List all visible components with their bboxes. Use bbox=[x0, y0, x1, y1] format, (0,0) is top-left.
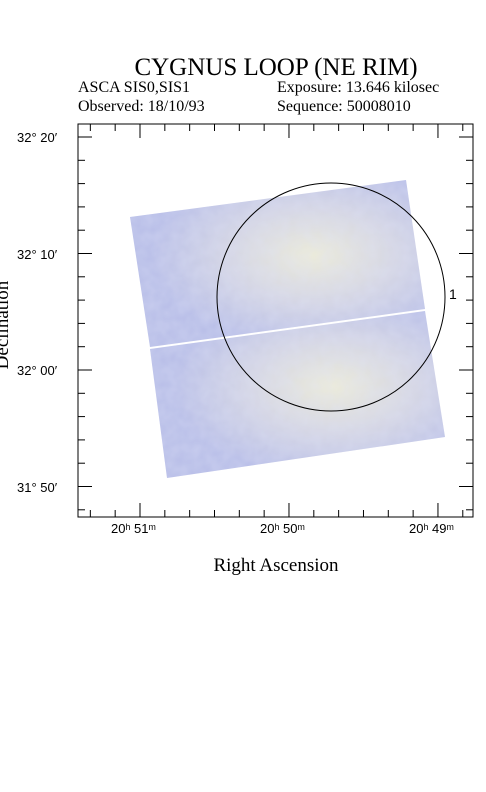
x-tick-label: 20ʰ 49ᵐ bbox=[409, 521, 454, 536]
instrument-label: ASCA SIS0,SIS1 bbox=[78, 79, 191, 96]
plot-frame bbox=[77, 123, 474, 518]
y-tick-label: 32° 00′ bbox=[17, 363, 58, 378]
x-axis-label: Right Ascension bbox=[213, 555, 339, 576]
axis-ticks bbox=[78, 124, 473, 517]
x-tick-label: 20ʰ 51ᵐ bbox=[111, 521, 156, 536]
x-tick-label: 20ʰ 50ᵐ bbox=[260, 521, 305, 536]
observed-label: Observed: 18/10/93 bbox=[78, 98, 205, 115]
y-tick-label: 32° 10′ bbox=[17, 247, 58, 262]
sequence-label: Sequence: 50008010 bbox=[277, 98, 411, 115]
detector-image-lower bbox=[150, 311, 445, 478]
y-tick-label: 32° 20′ bbox=[17, 130, 58, 145]
exposure-label: Exposure: 13.646 kilosec bbox=[277, 79, 440, 96]
y-tick-label: 31° 50′ bbox=[17, 480, 58, 495]
y-axis-label: Declination bbox=[0, 280, 13, 370]
region-label: 1 bbox=[449, 286, 457, 302]
region-circle bbox=[216, 182, 446, 412]
detector-image-upper bbox=[130, 180, 425, 347]
page-title: CYGNUS LOOP (NE RIM) bbox=[134, 54, 418, 81]
